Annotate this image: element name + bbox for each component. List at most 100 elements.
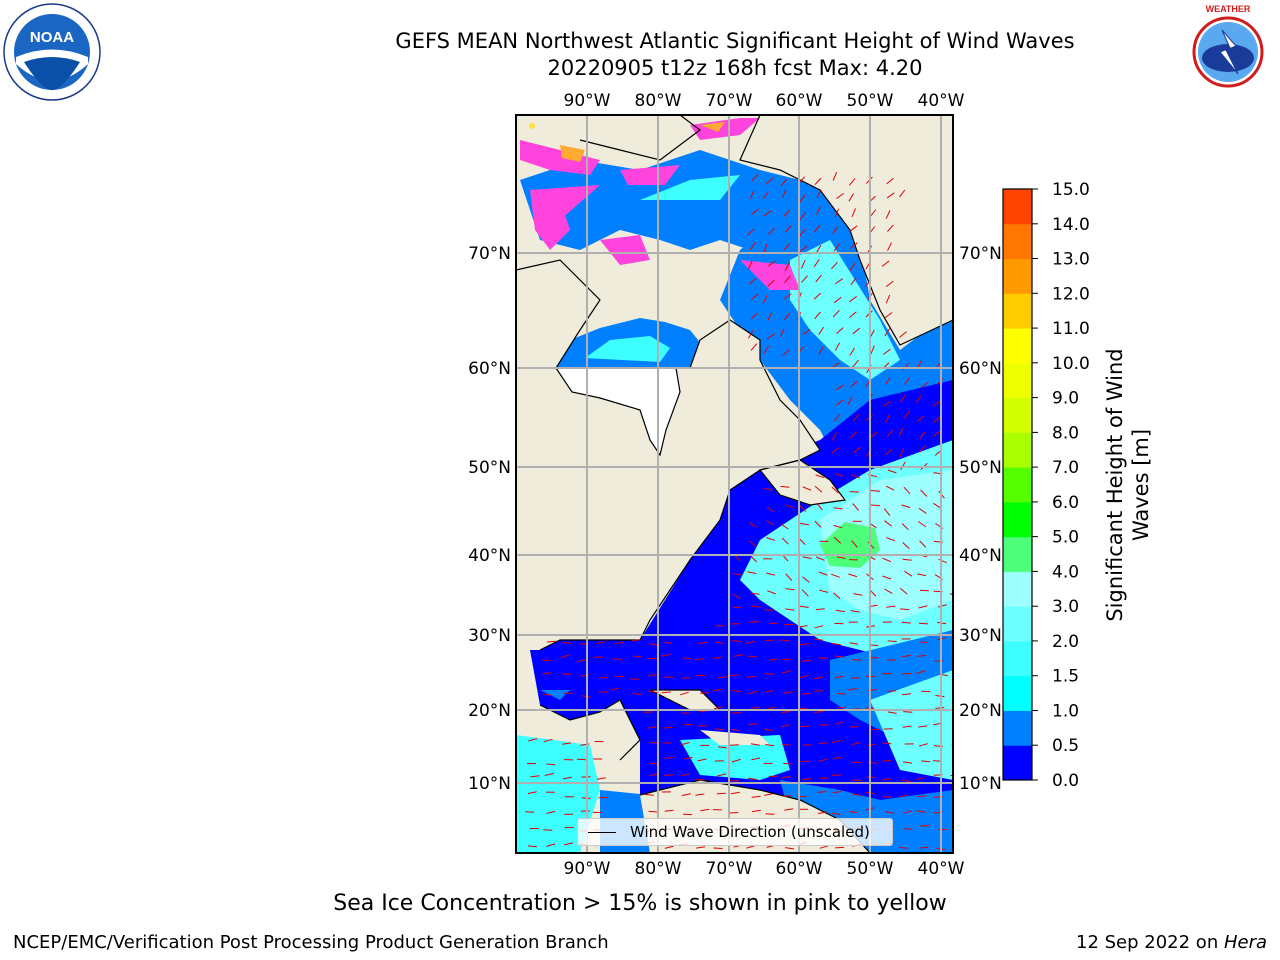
wave-vector — [815, 274, 822, 283]
wave-vector — [525, 811, 535, 813]
wave-vector — [750, 743, 760, 746]
plot-title-line2: 20220905 t12z 168h fcst Max: 4.20 — [547, 56, 923, 80]
wave-vector — [884, 328, 891, 337]
wave-vector — [783, 243, 791, 251]
wave-vector — [783, 293, 792, 300]
wave-vector — [783, 209, 791, 217]
wave-vector — [834, 675, 844, 679]
wave-vector — [801, 259, 806, 269]
colorbar-segment — [1003, 293, 1032, 329]
wave-vector — [903, 486, 911, 495]
wave-vector — [835, 609, 845, 613]
wave-vector — [785, 847, 795, 850]
wave-vector — [679, 691, 689, 696]
wind-wave-vectors — [525, 172, 963, 851]
wave-vector — [831, 573, 840, 578]
wave-vector — [920, 489, 928, 497]
wave-vector — [576, 659, 586, 663]
wave-vector — [714, 728, 724, 731]
lon-labels-bottom: 90°W 80°W 70°W 60°W 50°W 40°W — [564, 859, 965, 879]
wave-vector — [765, 744, 775, 747]
lon-label-top: 70°W — [706, 91, 753, 111]
wave-vector — [800, 725, 810, 728]
wave-vector — [781, 743, 791, 746]
wave-vector — [816, 206, 821, 215]
wave-vector — [729, 812, 739, 814]
wave-vector — [936, 378, 944, 386]
wave-vector — [836, 384, 845, 391]
wave-vector — [818, 571, 828, 576]
wave-vector — [849, 178, 856, 186]
wave-vector — [836, 399, 845, 406]
wave-vector — [814, 710, 824, 713]
wave-vector — [887, 429, 894, 437]
wave-vector — [713, 656, 723, 659]
wave-vector — [800, 522, 810, 526]
wave-vector — [836, 706, 847, 709]
colorbar-tick-label: 10.0 — [1052, 354, 1090, 374]
svg-text:WEATHER: WEATHER — [1206, 4, 1251, 14]
wave-vector — [852, 327, 861, 335]
wave-vector — [901, 504, 911, 509]
wave-vector — [767, 279, 775, 287]
wave-vector — [613, 658, 623, 661]
wave-vector — [902, 542, 910, 549]
wave-vector — [848, 573, 858, 578]
wave-vector — [849, 642, 859, 645]
colorbar-segment — [1003, 536, 1032, 572]
wave-vector — [713, 706, 723, 710]
wave-vector — [918, 507, 927, 514]
wave-vector — [852, 779, 862, 782]
wave-vector — [887, 224, 894, 232]
wave-vector — [781, 537, 789, 545]
wave-vector — [954, 830, 963, 831]
wave-vector — [799, 228, 806, 237]
wave-vector — [750, 592, 760, 595]
wave-vector — [834, 473, 844, 477]
wave-vector — [900, 461, 906, 470]
wave-vector — [564, 842, 574, 846]
wave-vector — [768, 658, 778, 661]
wave-vector — [920, 381, 929, 389]
wave-vector — [767, 312, 773, 321]
wave-vector — [785, 573, 793, 581]
wave-vector — [921, 760, 931, 763]
wave-vector — [903, 828, 913, 830]
wave-vector — [750, 555, 757, 563]
lat-label-left: 20°N — [468, 701, 511, 721]
wave-vector — [885, 414, 890, 424]
wave-vector — [766, 537, 775, 541]
wave-vector — [663, 726, 673, 729]
wave-vector — [902, 810, 912, 814]
wave-vector — [766, 506, 775, 513]
wave-vector — [850, 610, 860, 613]
wave-vector — [917, 573, 927, 577]
wave-vector — [712, 688, 722, 692]
lat-label-right: 10°N — [959, 774, 1002, 794]
wave-vector — [748, 278, 757, 285]
wave-vector — [750, 208, 759, 215]
wave-vector — [562, 776, 572, 780]
wave-vector — [560, 654, 570, 659]
wave-vector — [832, 309, 840, 318]
wave-vector — [748, 723, 758, 726]
wave-vector — [630, 678, 640, 680]
wave-vector — [882, 348, 891, 355]
wave-vector — [697, 641, 707, 645]
wave-vector — [849, 242, 858, 249]
wave-vector — [935, 695, 945, 698]
wave-vector — [816, 189, 822, 199]
wave-vector — [849, 225, 858, 232]
wave-vector — [814, 625, 824, 629]
wave-vector — [815, 608, 825, 611]
wave-vector — [899, 448, 905, 457]
wave-vector — [798, 625, 808, 628]
wave-vector — [647, 726, 657, 729]
colorbar-segment — [1003, 606, 1032, 642]
wave-vector — [954, 377, 959, 385]
wave-vector — [899, 189, 906, 198]
wave-vector — [851, 540, 858, 548]
wave-vector — [834, 413, 841, 422]
wave-vector — [849, 726, 859, 728]
